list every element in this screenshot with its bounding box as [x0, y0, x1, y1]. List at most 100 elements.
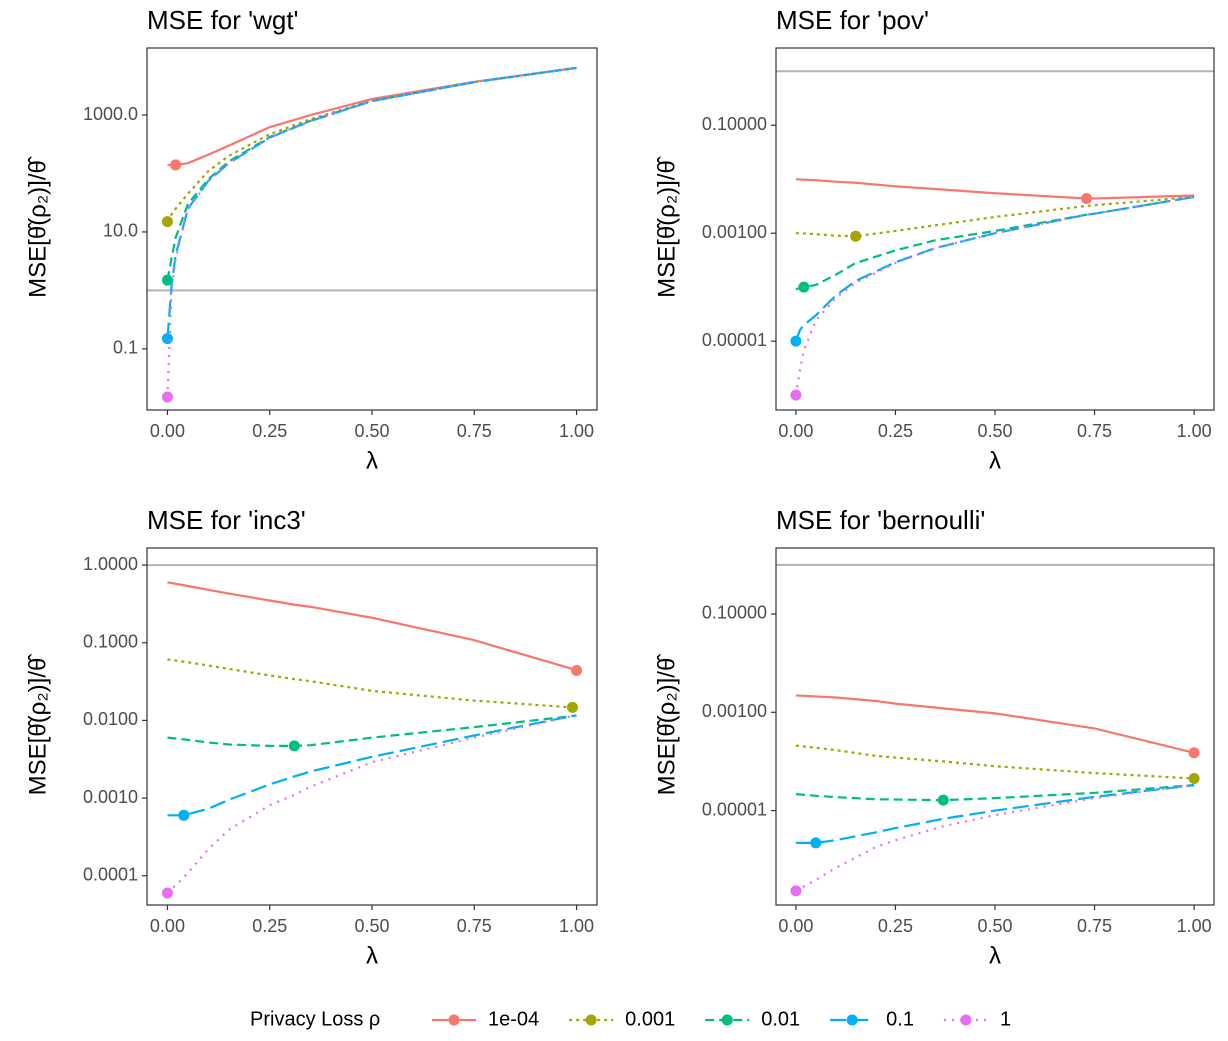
y-axis-title: MSE[θ̂(ρ₂)]/θ̂ — [24, 654, 51, 796]
min-point — [798, 281, 810, 293]
x-tick-label: 0.75 — [1077, 421, 1112, 441]
panel: MSE for 'pov' 0.00 0.25 0.50 0.75 1.00 0.00001… — [653, 5, 1215, 474]
min-point — [161, 216, 173, 228]
series-line — [795, 694, 1195, 754]
y-tick-label: 0.1000 — [83, 632, 138, 652]
y-tick-label: 0.00001 — [702, 799, 767, 819]
series-line — [167, 66, 577, 167]
min-point — [170, 159, 182, 171]
y-axis-title: MSE[θ̂(ρ₂)]/θ̂ — [24, 156, 51, 298]
panel: MSE for 'inc3' 0.00 0.25 0.50 0.75 1.00 0.0001… — [24, 505, 598, 969]
min-point — [161, 887, 173, 899]
legend-title: Privacy Loss ρ — [250, 1008, 380, 1030]
y-tick-label: 0.00001 — [702, 330, 767, 350]
x-tick-label: 0.00 — [150, 916, 185, 936]
min-point — [790, 335, 802, 347]
y-tick-label: 0.0010 — [83, 787, 138, 807]
legend-key-point — [585, 1014, 597, 1026]
series-line — [795, 744, 1195, 780]
x-tick-label: 0.25 — [252, 421, 287, 441]
legend-label: 0.1 — [886, 1008, 914, 1030]
y-tick-label: 0.00100 — [702, 222, 767, 242]
x-tick-label: 0.50 — [354, 916, 389, 936]
y-axis-title: MSE[θ̂(ρ₂)]/θ̂ — [653, 156, 680, 298]
panel-title: MSE for 'wgt' — [147, 5, 299, 35]
x-tick-label: 0.00 — [778, 916, 813, 936]
series-line — [167, 581, 577, 672]
series-line — [795, 784, 1195, 845]
x-axis-title: λ — [366, 447, 378, 474]
min-point — [161, 333, 173, 345]
x-tick-label: 1.00 — [559, 421, 594, 441]
series-line — [795, 178, 1195, 200]
panel-border — [146, 47, 598, 411]
panel-border — [775, 547, 1215, 906]
panel-title: MSE for 'inc3' — [147, 505, 306, 535]
min-point — [178, 809, 190, 821]
x-axis-title: λ — [989, 942, 1001, 969]
y-tick-label: 10.0 — [103, 221, 138, 241]
y-axis-title: MSE[θ̂(ρ₂)]/θ̂ — [653, 654, 680, 796]
x-tick-label: 1.00 — [1177, 916, 1212, 936]
x-tick-label: 0.00 — [778, 421, 813, 441]
min-point — [1081, 192, 1093, 204]
x-tick-label: 0.25 — [878, 916, 913, 936]
series-line — [166, 66, 577, 398]
panel-title: MSE for 'bernoulli' — [776, 505, 985, 535]
min-point — [161, 391, 173, 403]
panel-title: MSE for 'pov' — [776, 5, 929, 35]
y-tick-label: 0.1 — [113, 338, 138, 358]
legend-key-point — [960, 1014, 972, 1026]
series-line — [795, 195, 1195, 291]
min-point — [161, 274, 173, 286]
x-tick-label: 0.00 — [150, 421, 185, 441]
min-point — [790, 389, 802, 401]
x-axis-title: λ — [366, 942, 378, 969]
panel: MSE for 'wgt' 0.00 0.25 0.50 0.75 1.00 0.1 10.0… — [24, 5, 598, 474]
panel-border — [775, 47, 1215, 411]
series-line — [167, 658, 577, 709]
min-point — [810, 837, 822, 849]
min-point — [1188, 772, 1200, 784]
y-tick-label: 0.00100 — [702, 701, 767, 721]
y-tick-label: 1000.0 — [83, 104, 138, 124]
panel: MSE for 'bernoulli' 0.00 0.25 0.50 0.75 1.00 0… — [653, 505, 1215, 969]
legend-label: 0.01 — [761, 1008, 800, 1030]
panel-border — [146, 547, 598, 906]
min-point — [850, 230, 862, 242]
min-point — [790, 885, 802, 897]
series-line — [794, 195, 1195, 342]
y-tick-label: 1.0000 — [83, 554, 138, 574]
y-tick-label: 0.0100 — [83, 709, 138, 729]
series-line — [794, 195, 1195, 396]
series-line — [167, 714, 577, 747]
x-tick-label: 1.00 — [559, 916, 594, 936]
min-point — [566, 701, 578, 713]
series-line — [795, 784, 1195, 892]
x-tick-label: 0.75 — [1077, 916, 1112, 936]
x-tick-label: 0.75 — [457, 916, 492, 936]
x-tick-label: 0.50 — [977, 916, 1012, 936]
legend-label: 1e-04 — [488, 1008, 539, 1030]
x-tick-label: 0.25 — [878, 421, 913, 441]
y-tick-label: 0.10000 — [702, 603, 767, 623]
legend: Privacy Loss ρ 1e-04 0.001 0.01 0.1 1 — [250, 1008, 1011, 1030]
series-line — [795, 784, 1195, 802]
legend-key-point — [448, 1014, 460, 1026]
min-point — [571, 664, 583, 676]
series-line — [795, 195, 1195, 238]
y-tick-label: 0.0001 — [83, 864, 138, 884]
x-tick-label: 0.50 — [354, 421, 389, 441]
legend-label: 0.001 — [625, 1008, 675, 1030]
x-axis-title: λ — [989, 447, 1001, 474]
min-point — [1188, 747, 1200, 759]
series-line — [166, 714, 577, 894]
x-tick-label: 0.25 — [252, 916, 287, 936]
y-tick-label: 0.10000 — [702, 114, 767, 134]
legend-key-point — [721, 1014, 733, 1026]
x-tick-label: 1.00 — [1177, 421, 1212, 441]
x-tick-label: 0.75 — [457, 421, 492, 441]
min-point — [288, 740, 300, 752]
legend-key-point — [846, 1014, 858, 1026]
